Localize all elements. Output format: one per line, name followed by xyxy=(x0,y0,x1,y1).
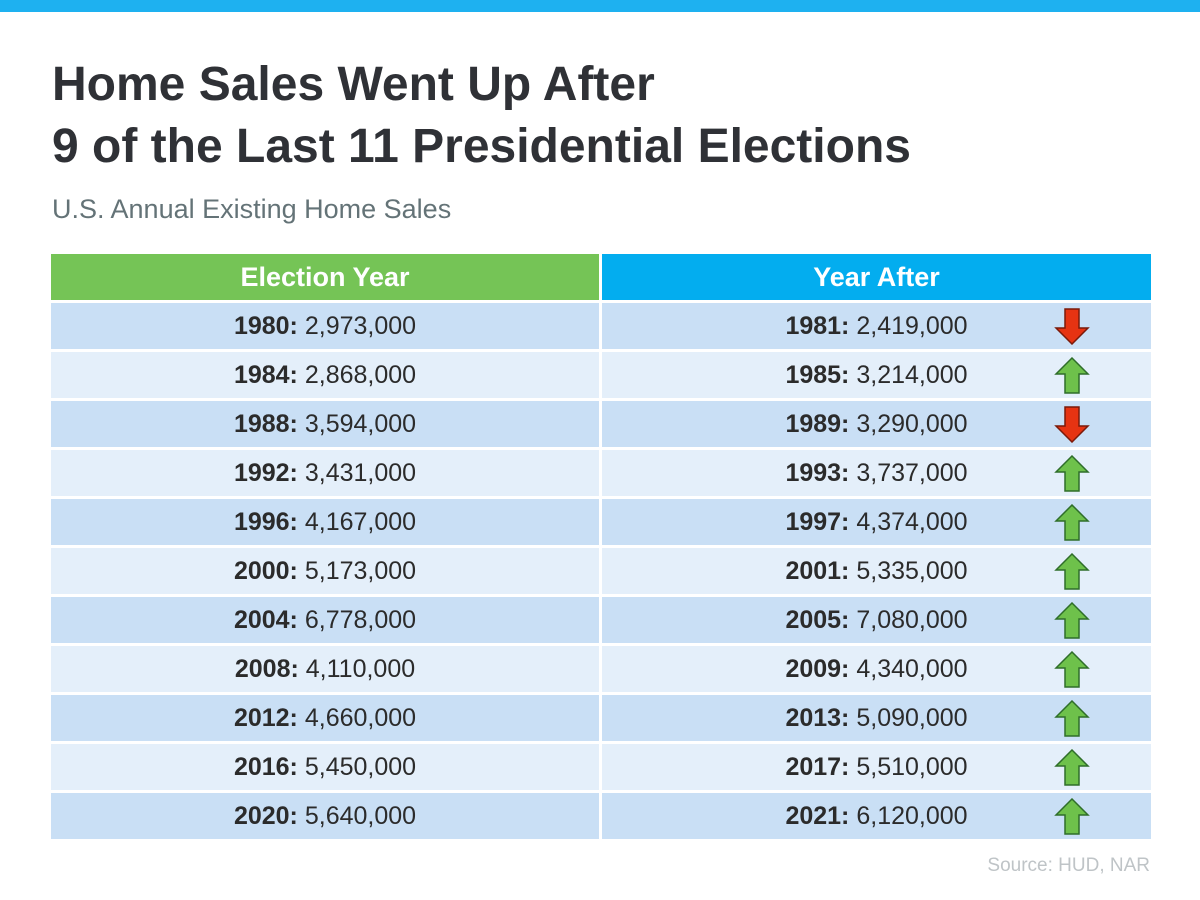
election-sales-value: 5,450,000 xyxy=(304,752,417,781)
table-row: 2008: 4,110,000 2009: 4,340,000 xyxy=(51,646,1151,692)
election-year-label: 1996: xyxy=(233,507,298,536)
election-year-label: 1984: xyxy=(233,360,298,389)
source-note: Source: HUD, NAR xyxy=(987,855,1150,876)
election-year-label: 2008: xyxy=(234,654,299,683)
table-row: 2020: 5,640,000 2021: 6,120,000 xyxy=(51,793,1151,839)
column-header-election-year: Election Year xyxy=(51,254,599,300)
election-sales-value: 2,973,000 xyxy=(304,311,417,340)
election-year-label: 1980: xyxy=(233,311,298,340)
election-sales-value: 4,167,000 xyxy=(304,507,417,536)
home-sales-table: Election Year Year After 1980: 2,973,000… xyxy=(51,254,1151,842)
year-after-sales-value: 3,214,000 xyxy=(856,360,968,389)
year-after-sales-value: 2,419,000 xyxy=(856,311,968,340)
year-after-cell: 2013: 5,090,000 xyxy=(602,695,1151,741)
year-after-label: 2021: xyxy=(785,801,850,830)
year-after-label: 2009: xyxy=(785,654,850,683)
election-year-cell: 2016: 5,450,000 xyxy=(51,744,599,790)
arrow-down-icon xyxy=(1054,308,1090,345)
table-row: 1996: 4,167,000 1997: 4,374,000 xyxy=(51,499,1151,545)
column-header-year-after: Year After xyxy=(602,254,1151,300)
year-after-label: 2001: xyxy=(785,556,850,585)
year-after-label: 1997: xyxy=(785,507,850,536)
year-after-label: 1981: xyxy=(785,311,850,340)
table-row: 2000: 5,173,000 2001: 5,335,000 xyxy=(51,548,1151,594)
year-after-sales-value: 7,080,000 xyxy=(856,605,968,634)
year-after-sales-value: 3,737,000 xyxy=(856,458,968,487)
election-year-cell: 2008: 4,110,000 xyxy=(51,646,599,692)
year-after-cell: 2017: 5,510,000 xyxy=(602,744,1151,790)
election-year-cell: 2000: 5,173,000 xyxy=(51,548,599,594)
arrow-up-icon xyxy=(1054,798,1090,835)
year-after-cell: 2009: 4,340,000 xyxy=(602,646,1151,692)
election-year-label: 2016: xyxy=(233,752,298,781)
year-after-sales-value: 4,374,000 xyxy=(856,507,968,536)
arrow-down-icon xyxy=(1054,406,1090,443)
year-after-label: 2005: xyxy=(785,605,850,634)
year-after-sales-value: 6,120,000 xyxy=(856,801,968,830)
election-sales-value: 4,660,000 xyxy=(304,703,417,732)
election-year-cell: 2004: 6,778,000 xyxy=(51,597,599,643)
election-year-label: 1992: xyxy=(233,458,298,487)
year-after-cell: 1997: 4,374,000 xyxy=(602,499,1151,545)
election-sales-value: 4,110,000 xyxy=(305,654,416,683)
table-row: 1984: 2,868,000 1985: 3,214,000 xyxy=(51,352,1151,398)
election-year-label: 2000: xyxy=(233,556,298,585)
arrow-up-icon xyxy=(1054,553,1090,590)
arrow-up-icon xyxy=(1054,455,1090,492)
year-after-cell: 2021: 6,120,000 xyxy=(602,793,1151,839)
arrow-up-icon xyxy=(1054,700,1090,737)
election-year-cell: 1988: 3,594,000 xyxy=(51,401,599,447)
arrow-up-icon xyxy=(1054,357,1090,394)
page-title: Home Sales Went Up After 9 of the Last 1… xyxy=(52,54,1152,178)
year-after-label: 1985: xyxy=(785,360,850,389)
arrow-up-icon xyxy=(1054,749,1090,786)
year-after-cell: 1993: 3,737,000 xyxy=(602,450,1151,496)
top-accent-bar xyxy=(0,0,1200,12)
election-sales-value: 6,778,000 xyxy=(304,605,417,634)
table-body: 1980: 2,973,000 1981: 2,419,000 1984: 2,86… xyxy=(51,303,1151,839)
table-row: 2004: 6,778,000 2005: 7,080,000 xyxy=(51,597,1151,643)
arrow-up-icon xyxy=(1054,651,1090,688)
table-row: 1980: 2,973,000 1981: 2,419,000 xyxy=(51,303,1151,349)
table-row: 2012: 4,660,000 2013: 5,090,000 xyxy=(51,695,1151,741)
year-after-cell: 1989: 3,290,000 xyxy=(602,401,1151,447)
election-year-cell: 2012: 4,660,000 xyxy=(51,695,599,741)
year-after-cell: 2001: 5,335,000 xyxy=(602,548,1151,594)
election-year-label: 2020: xyxy=(233,801,298,830)
year-after-cell: 2005: 7,080,000 xyxy=(602,597,1151,643)
subtitle: U.S. Annual Existing Home Sales xyxy=(52,194,452,224)
table-row: 1992: 3,431,000 1993: 3,737,000 xyxy=(51,450,1151,496)
election-year-cell: 2020: 5,640,000 xyxy=(51,793,599,839)
year-after-label: 2013: xyxy=(785,703,850,732)
election-year-cell: 1992: 3,431,000 xyxy=(51,450,599,496)
table-header-row: Election Year Year After xyxy=(51,254,1151,300)
election-sales-value: 5,173,000 xyxy=(304,556,417,585)
year-after-sales-value: 4,340,000 xyxy=(856,654,968,683)
table-row: 2016: 5,450,000 2017: 5,510,000 xyxy=(51,744,1151,790)
arrow-up-icon xyxy=(1054,504,1090,541)
election-year-label: 2004: xyxy=(233,605,298,634)
election-year-label: 1988: xyxy=(233,409,298,438)
title-line-1: Home Sales Went Up After xyxy=(52,58,655,111)
year-after-label: 1993: xyxy=(785,458,850,487)
election-sales-value: 5,640,000 xyxy=(304,801,417,830)
election-year-label: 2012: xyxy=(233,703,298,732)
election-year-cell: 1984: 2,868,000 xyxy=(51,352,599,398)
election-sales-value: 3,431,000 xyxy=(304,458,417,487)
election-year-cell: 1980: 2,973,000 xyxy=(51,303,599,349)
year-after-cell: 1981: 2,419,000 xyxy=(602,303,1151,349)
election-year-cell: 1996: 4,167,000 xyxy=(51,499,599,545)
year-after-label: 2017: xyxy=(785,752,850,781)
year-after-sales-value: 5,090,000 xyxy=(856,703,968,732)
year-after-sales-value: 5,510,000 xyxy=(856,752,968,781)
year-after-sales-value: 3,290,000 xyxy=(856,409,968,438)
election-sales-value: 3,594,000 xyxy=(304,409,417,438)
election-sales-value: 2,868,000 xyxy=(304,360,417,389)
arrow-up-icon xyxy=(1054,602,1090,639)
year-after-label: 1989: xyxy=(785,409,850,438)
title-line-2: 9 of the Last 11 Presidential Elections xyxy=(52,120,911,173)
table-row: 1988: 3,594,000 1989: 3,290,000 xyxy=(51,401,1151,447)
year-after-sales-value: 5,335,000 xyxy=(856,556,968,585)
year-after-cell: 1985: 3,214,000 xyxy=(602,352,1151,398)
